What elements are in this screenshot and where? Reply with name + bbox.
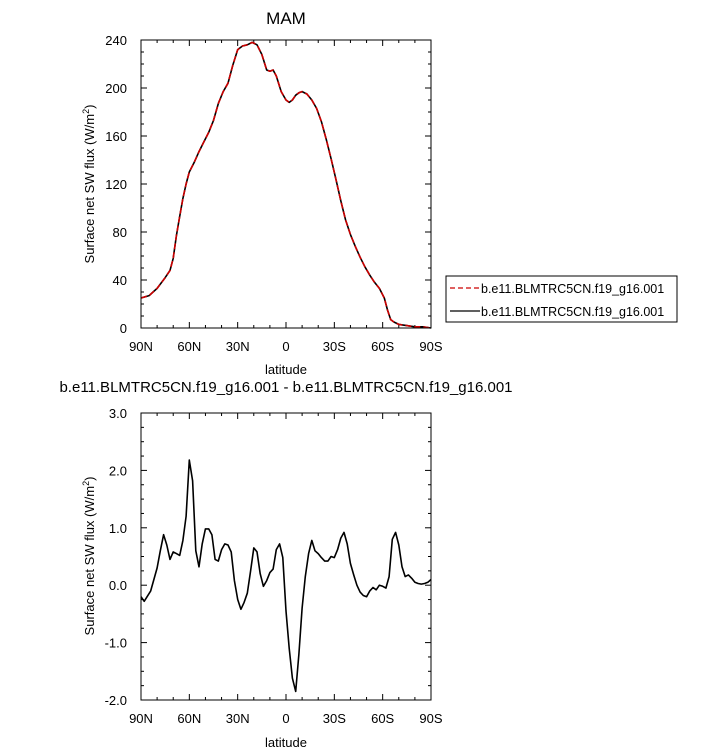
bottom-x-tick-label: 90S [419, 711, 442, 726]
top-x-tick-label: 30S [323, 339, 346, 354]
bottom-x-tick-label: 60N [177, 711, 201, 726]
top-x-tick-label: 60S [371, 339, 394, 354]
bottom-y-tick-label: 2.0 [109, 463, 127, 478]
top-x-tick-label: 30N [226, 339, 250, 354]
bottom-x-axis-label: latitude [265, 735, 307, 750]
top-plot-frame [140, 39, 432, 329]
bottom-y-tick-label: -2.0 [105, 693, 127, 708]
top-x-tick-label: 0 [282, 339, 289, 354]
bottom-plot-area: 90N 60N 30N 0 30S 60S 90S -2.0 -1.0 0.0 1.0 2.0 3.0 [105, 406, 443, 726]
top-series-line-solid [140, 41, 432, 329]
bottom-x-tick-label: 90N [129, 711, 153, 726]
top-series-line-dashed [140, 41, 432, 329]
bottom-y-tick-label: 0.0 [109, 578, 127, 593]
bottom-x-tick-label: 0 [282, 711, 289, 726]
bottom-x-tick-label: 30S [323, 711, 346, 726]
legend-entry-1: b.e11.BLMTRC5CN.f19_g16.001 [481, 282, 664, 296]
top-y-tick-label: 0 [120, 321, 127, 336]
top-y-axis-label: Surface net SW flux (W/m2) [81, 105, 97, 264]
legend: b.e11.BLMTRC5CN.f19_g16.001 b.e11.BLMTRC… [445, 275, 678, 323]
bottom-x-tick-label: 30N [226, 711, 250, 726]
bottom-chart-title: b.e11.BLMTRC5CN.f19_g16.001 - b.e11.BLMT… [59, 379, 512, 396]
bottom-y-axis-label: Surface net SW flux (W/m2) [81, 477, 97, 636]
top-y-tick-label: 120 [105, 177, 127, 192]
top-chart: MAM 90N 60N 30N 0 30S 60S 90S 0 40 80 120 160 200 240… [81, 9, 678, 377]
legend-entry-2: b.e11.BLMTRC5CN.f19_g16.001 [481, 305, 664, 319]
top-y-tick-label: 160 [105, 129, 127, 144]
bottom-y-tick-label: -1.0 [105, 636, 127, 651]
top-x-tick-label: 60N [177, 339, 201, 354]
top-chart-title: MAM [266, 9, 306, 28]
top-plot-area: 90N 60N 30N 0 30S 60S 90S 0 40 80 120 160 200 240 [105, 33, 443, 354]
bottom-x-tick-label: 60S [371, 711, 394, 726]
bottom-chart: b.e11.BLMTRC5CN.f19_g16.001 - b.e11.BLMT… [59, 379, 512, 750]
top-x-axis-label: latitude [265, 362, 307, 377]
top-y-tick-label: 80 [113, 225, 127, 240]
bottom-plot-frame [140, 412, 432, 701]
bottom-y-tick-label: 3.0 [109, 406, 127, 421]
top-y-tick-label: 200 [105, 81, 127, 96]
legend-box [445, 275, 678, 323]
bottom-y-tick-label: 1.0 [109, 521, 127, 536]
top-y-tick-label: 40 [113, 273, 127, 288]
top-y-tick-label: 240 [105, 33, 127, 48]
top-x-tick-label: 90N [129, 339, 153, 354]
bottom-series-line-solid [140, 459, 432, 693]
top-x-tick-label: 90S [419, 339, 442, 354]
